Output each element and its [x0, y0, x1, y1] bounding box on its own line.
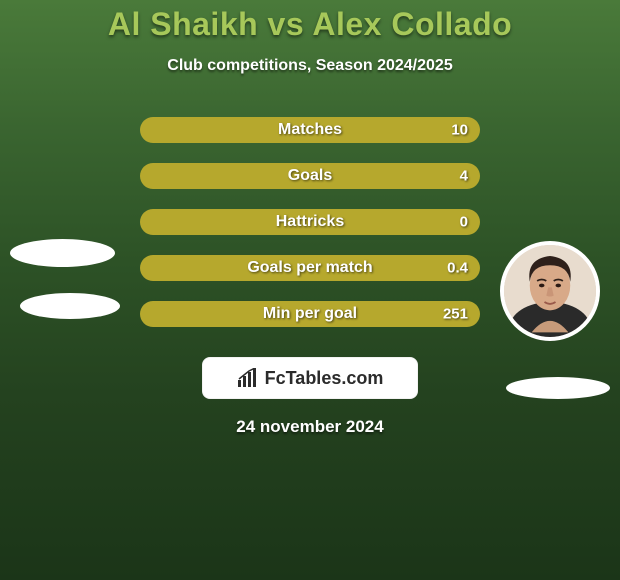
chart-area: Matches 10 Goals 4 Hattricks 0 Goals per… — [0, 117, 620, 437]
bar-label: Hattricks — [276, 213, 344, 231]
bar-value: 0.4 — [447, 260, 468, 277]
bar-label: Min per goal — [263, 305, 357, 323]
subtitle: Club competitions, Season 2024/2025 — [167, 57, 452, 75]
bars-container: Matches 10 Goals 4 Hattricks 0 Goals per… — [140, 117, 480, 327]
bar-label: Matches — [278, 121, 342, 139]
right-player-avatar — [500, 241, 600, 341]
stat-bar-matches: Matches 10 — [140, 117, 480, 143]
bar-value: 4 — [460, 168, 468, 185]
avatar-illustration — [504, 245, 596, 337]
bar-label: Goals — [288, 167, 332, 185]
left-player-placeholder-2 — [20, 293, 120, 319]
bar-value: 10 — [451, 122, 468, 139]
left-player-placeholder-1 — [10, 239, 115, 267]
right-player-placeholder — [506, 377, 610, 399]
infographic-container: Al Shaikh vs Alex Collado Club competiti… — [0, 0, 620, 580]
page-title: Al Shaikh vs Alex Collado — [108, 6, 512, 43]
brand-box: FcTables.com — [202, 357, 418, 399]
stat-bar-goals-per-match: Goals per match 0.4 — [140, 255, 480, 281]
bar-value: 251 — [443, 306, 468, 323]
brand-chart-icon — [237, 368, 259, 388]
bar-label: Goals per match — [247, 259, 372, 277]
stat-bar-min-per-goal: Min per goal 251 — [140, 301, 480, 327]
stat-bar-hattricks: Hattricks 0 — [140, 209, 480, 235]
stat-bar-goals: Goals 4 — [140, 163, 480, 189]
date-label: 24 november 2024 — [0, 417, 620, 437]
brand-text: FcTables.com — [265, 368, 384, 389]
bar-value: 0 — [460, 214, 468, 231]
